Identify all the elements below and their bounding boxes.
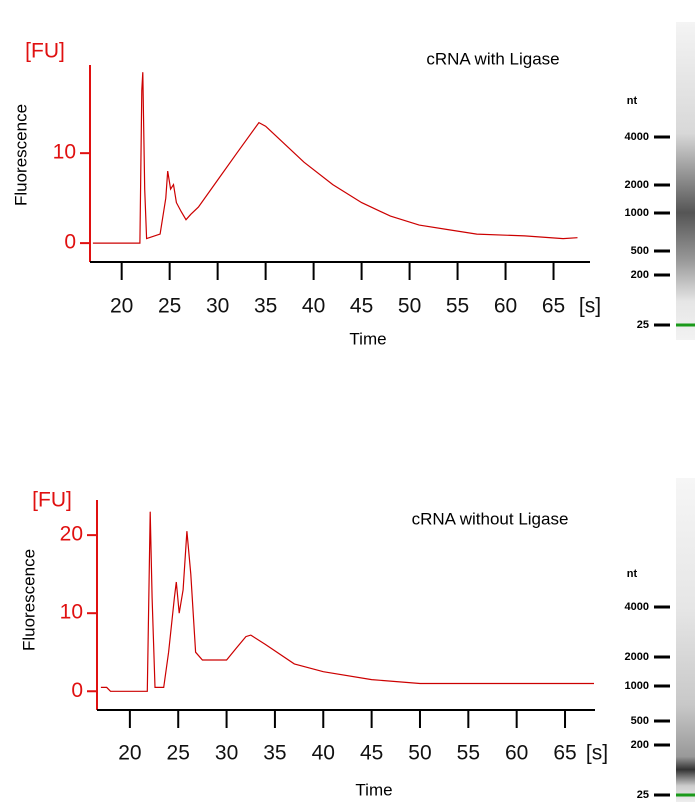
gel-marker-label: 1000 xyxy=(625,680,649,692)
x-tick-label: 55 xyxy=(446,295,469,318)
x-tick-label: 20 xyxy=(110,295,133,318)
x-tick-label: 35 xyxy=(263,742,286,765)
x-tick-label: 45 xyxy=(350,295,373,318)
y-tick-label: 10 xyxy=(60,601,83,624)
trace xyxy=(93,72,578,243)
gel-marker-label: 2000 xyxy=(625,651,649,663)
x-tick-label: 40 xyxy=(302,295,325,318)
gel-marker-label: 500 xyxy=(631,245,649,257)
x-tick-label: 60 xyxy=(494,295,517,318)
x-tick-label: 25 xyxy=(167,742,190,765)
chart-title: cRNA without Ligase xyxy=(412,509,569,528)
gel-marker-label: 500 xyxy=(631,715,649,727)
y-tick-label: 20 xyxy=(60,523,83,546)
gel-marker-label: 4000 xyxy=(625,601,649,613)
x-tick-label: 20 xyxy=(118,742,141,765)
x-tick-label: 40 xyxy=(312,742,335,765)
x-tick-label: 50 xyxy=(408,742,431,765)
x-tick-label: 65 xyxy=(553,742,576,765)
x-axis-label: Time xyxy=(355,780,392,799)
x-tick-label: 25 xyxy=(158,295,181,318)
x-axis-label: Time xyxy=(349,329,386,348)
gel-marker-label: 200 xyxy=(631,269,649,281)
gel-marker-label: 200 xyxy=(631,739,649,751)
x-tick-label: 35 xyxy=(254,295,277,318)
x-unit: [s] xyxy=(579,295,601,318)
figure: 0 10 20 25 30 35 40 45 50 55 60 65 [s] [FU] cRNA with … xyxy=(0,0,695,802)
y-unit: [FU] xyxy=(25,40,65,63)
x-tick-label: 30 xyxy=(215,742,238,765)
trace xyxy=(101,512,594,692)
x-tick-label: 65 xyxy=(542,295,565,318)
gel-lane xyxy=(676,22,695,340)
x-tick-label: 45 xyxy=(360,742,383,765)
x-tick-label: 60 xyxy=(505,742,528,765)
gel-unit: nt xyxy=(627,568,638,580)
gel-marker-label: 1000 xyxy=(625,207,649,219)
y-axis-label: Fluorescence xyxy=(11,104,30,206)
gel-lane xyxy=(676,478,695,802)
y-tick-label: 10 xyxy=(53,141,76,164)
chart-title: cRNA with Ligase xyxy=(426,49,559,68)
y-axis-label: Fluorescence xyxy=(19,549,38,651)
gel-marker-label: 25 xyxy=(637,789,649,801)
x-unit: [s] xyxy=(586,742,608,765)
x-tick-label: 30 xyxy=(206,295,229,318)
y-tick-label: 0 xyxy=(71,679,83,702)
gel-marker-label: 25 xyxy=(637,319,649,331)
x-tick-label: 55 xyxy=(457,742,480,765)
x-tick-label: 50 xyxy=(398,295,421,318)
gel-unit: nt xyxy=(627,95,638,107)
y-tick-label: 0 xyxy=(64,231,76,254)
y-unit: [FU] xyxy=(32,489,72,512)
gel-marker-label: 2000 xyxy=(625,179,649,191)
gel-marker-label: 4000 xyxy=(625,131,649,143)
